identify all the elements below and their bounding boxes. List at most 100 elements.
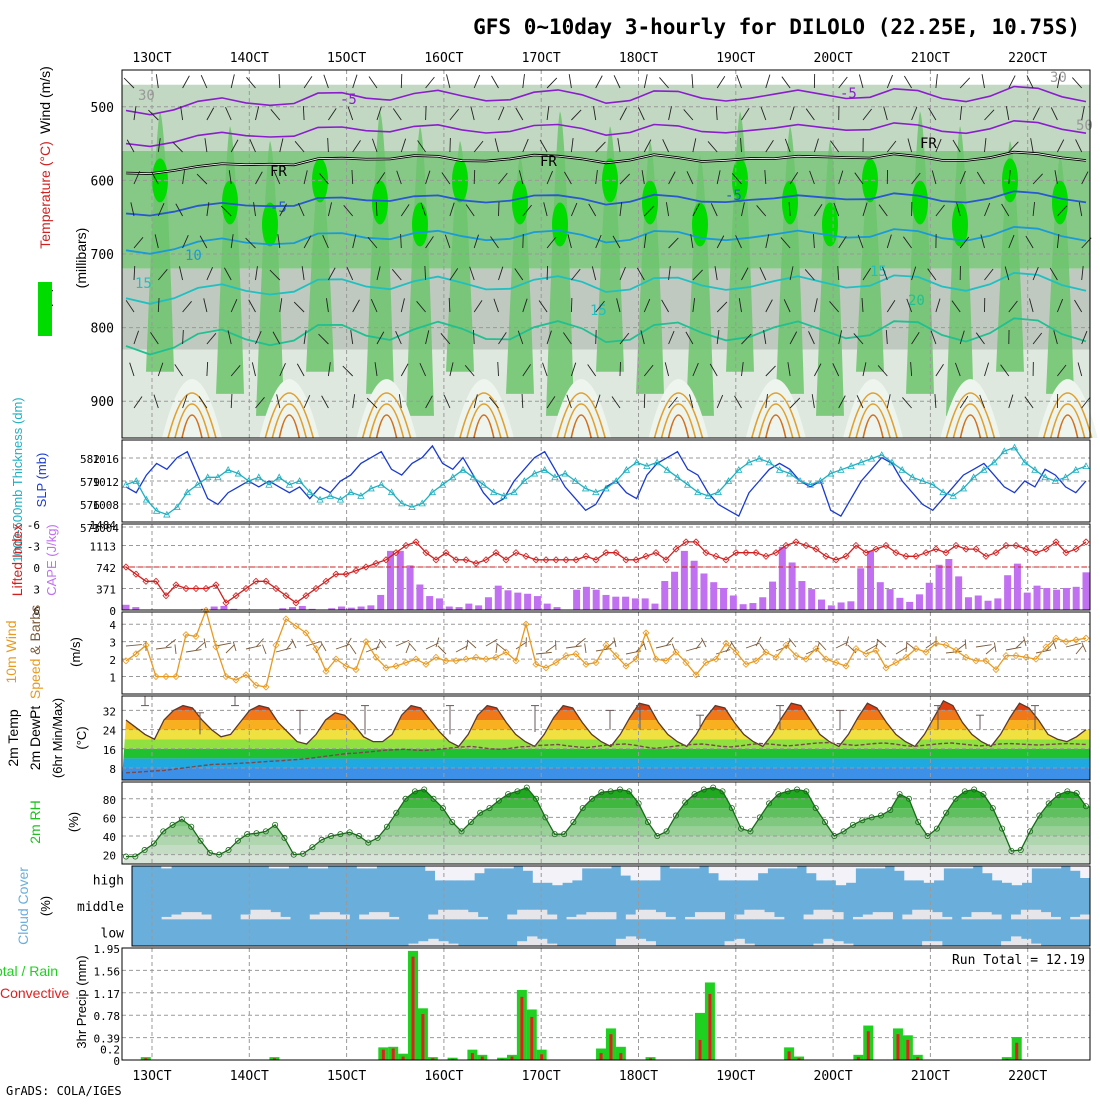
cape-bar	[632, 598, 639, 610]
cloud-cell-middle	[715, 912, 725, 919]
cape-tick-label: 1113	[90, 541, 117, 554]
cloud-cell-middle	[922, 910, 932, 920]
surface-wind-barb	[1082, 643, 1086, 652]
surface-wind-barb	[656, 644, 671, 648]
cape-bar	[857, 568, 864, 610]
precip-convective-bar	[481, 1057, 484, 1060]
cloud-cell-low	[636, 939, 646, 946]
surface-wind-barb	[585, 643, 586, 653]
temp-color-band	[122, 730, 1090, 740]
cloud-cell-middle	[764, 912, 774, 919]
cloud-cell-high	[826, 866, 836, 880]
cloud-cell-middle	[606, 912, 616, 919]
li-tick-label: 3	[33, 584, 40, 597]
cloud-cell-middle	[448, 910, 458, 920]
cloud-cell-middle	[369, 912, 379, 919]
rh-saturated-patch	[1052, 180, 1068, 224]
profile-y-tick-label: 900	[91, 395, 114, 410]
cloud-cell-high	[1070, 866, 1080, 871]
temp-units-label: (°C)	[74, 726, 89, 749]
cloud-cell-middle	[873, 912, 883, 919]
cape-bar	[1053, 590, 1060, 610]
rh-tick-label: 80	[103, 794, 116, 807]
surface-wind-barb	[486, 639, 497, 646]
cape-bar	[828, 605, 835, 610]
cloud-cell-high	[464, 866, 474, 880]
surface-wind-barb	[716, 650, 730, 654]
cloud-cell-low	[1011, 936, 1021, 946]
rh-saturated-patch	[692, 203, 708, 247]
cloud-cell-middle	[576, 915, 586, 920]
precip-convective-bar	[896, 1034, 899, 1060]
precip-total-label: Total / Rain	[0, 963, 58, 979]
cloud-cell-middle	[902, 915, 912, 920]
rh-axis-label: 2m RH	[27, 800, 43, 844]
rh-saturated-patch	[642, 180, 658, 224]
cape-bar	[436, 598, 443, 610]
cloud-row-label: middle	[77, 900, 124, 915]
cape-bar	[426, 596, 433, 610]
cloud-cell-high	[992, 866, 1002, 880]
cloud-cell-high	[758, 866, 768, 873]
cape-bar	[338, 607, 345, 610]
precip-convective-bar	[619, 1053, 622, 1060]
cape-tick-label: 1484	[90, 519, 117, 532]
cape-bar	[700, 573, 707, 610]
surface-wind-barb	[156, 647, 172, 649]
profile-y-tick-label: 600	[91, 174, 114, 189]
cape-tick-label: 0	[109, 605, 116, 618]
profile-y-tick-label: 500	[91, 101, 114, 116]
surface-wind-barb	[406, 644, 410, 653]
cloud-cell-high	[474, 866, 484, 873]
surface-wind-barb	[496, 643, 497, 653]
cloud-cell-low	[725, 941, 735, 946]
rh-saturated-patch	[822, 203, 838, 247]
profile-units-label: (millibars)	[73, 228, 89, 289]
rh-legend-swatch	[38, 282, 52, 336]
cloud-cell-middle	[517, 910, 527, 920]
surface-wind-barb	[536, 652, 552, 654]
top-x-tick-label: 14OCT	[230, 51, 269, 66]
cloud-cell-middle	[655, 912, 665, 919]
cape-bar	[671, 572, 678, 610]
surface-wind-barb	[409, 643, 416, 651]
cape-bar	[1004, 575, 1011, 610]
cape-bar	[847, 601, 854, 610]
precip-convective-bar	[1015, 1043, 1018, 1060]
cloud-cell-high	[807, 866, 817, 873]
surface-wind-barb	[233, 642, 236, 651]
cloud-cell-middle	[626, 915, 636, 920]
surface-wind-barb	[1076, 645, 1083, 654]
cloud-cell-high	[425, 866, 435, 871]
cloud-cell-middle	[833, 912, 843, 919]
cape-bar	[867, 551, 874, 610]
cloud-cell-middle	[438, 910, 448, 920]
wind-tick-label: 3	[109, 637, 116, 650]
contour-label: 20	[908, 293, 925, 309]
rh-tick-label: 60	[103, 812, 116, 825]
cloud-cell-high	[914, 866, 924, 880]
cloud-cell-middle	[260, 910, 270, 920]
cape-bar	[407, 565, 414, 610]
cloud-cell-middle	[636, 910, 646, 920]
cape-bar	[1024, 593, 1031, 610]
top-x-tick-label: 21OCT	[911, 51, 950, 66]
rh-color-band	[122, 799, 1090, 808]
temp-axis-label-1: 2m Temp	[5, 709, 21, 767]
cloud-cell-high	[719, 866, 729, 880]
cape-bar	[749, 603, 756, 610]
surface-wind-barb	[292, 639, 296, 648]
cloud-cell-high	[924, 866, 934, 883]
cloud-cell-high	[728, 866, 738, 880]
rh-color-band	[122, 817, 1090, 826]
cape-bar	[524, 594, 531, 610]
cape-bar	[661, 581, 668, 610]
surface-wind-barb	[877, 639, 886, 647]
cape-bar	[808, 589, 815, 610]
cape-bar	[779, 547, 786, 610]
surface-wind-barb	[262, 645, 266, 654]
precip-tick-label: 0.39	[94, 1033, 121, 1046]
cloud-cell-high	[894, 866, 904, 871]
cloud-cell-low	[537, 939, 547, 946]
